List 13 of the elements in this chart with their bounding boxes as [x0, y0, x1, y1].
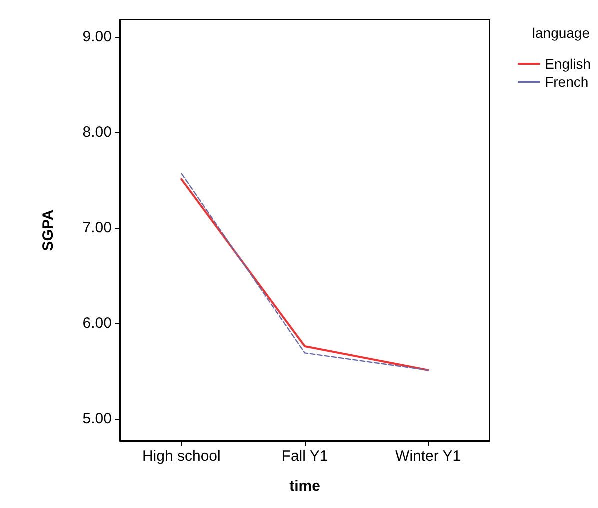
y-axis-title: SGPA	[40, 210, 57, 252]
legend-label: English	[545, 56, 592, 72]
x-tick-label: Fall Y1	[282, 448, 328, 465]
y-tick-label: 7.00	[82, 220, 112, 237]
x-axis-title: time	[290, 478, 320, 495]
x-tick-label: Winter Y1	[396, 448, 462, 465]
x-tick-label: High school	[142, 448, 221, 465]
y-tick-label: 6.00	[82, 315, 112, 332]
y-tick-label: 8.00	[82, 124, 112, 142]
y-tick-label: 9.00	[82, 28, 112, 46]
legend-title: language	[532, 25, 590, 41]
legend-label: French	[545, 74, 589, 90]
y-tick-label: 5.00	[82, 410, 112, 428]
